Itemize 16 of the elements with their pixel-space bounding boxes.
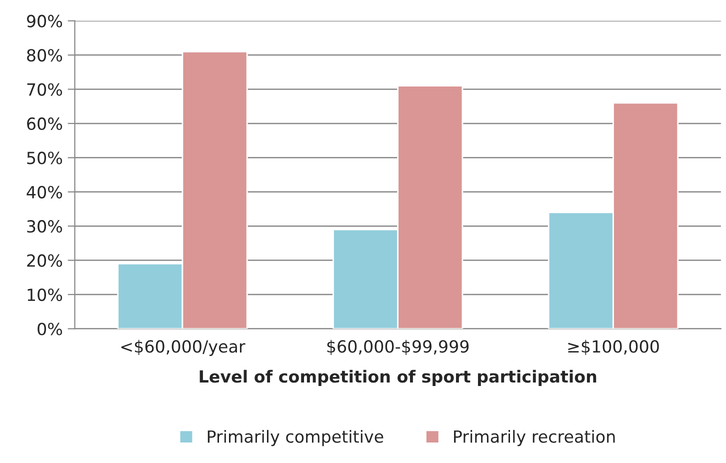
y-tick-label: 70%: [27, 83, 62, 96]
x-tick-label: $60,000-$99,999: [327, 340, 469, 355]
y-tick-label: 60%: [27, 117, 62, 130]
legend-label: Primarily recreation: [454, 430, 615, 446]
y-tick-label: 10%: [28, 288, 62, 302]
y-tick-label: 40%: [26, 186, 62, 198]
x-tick-label: ≥$100,000: [568, 340, 659, 355]
y-tick-label: 90%: [26, 14, 62, 28]
y-tick-label: 30%: [27, 220, 62, 233]
legend-label: Primarily competitive: [208, 430, 384, 446]
y-tick-label: 20%: [27, 254, 62, 267]
x-axis-title: Level of competition of sport participation: [200, 370, 596, 386]
x-tick-label: <$60,000/year: [121, 340, 246, 356]
y-tick-label: 50%: [27, 152, 62, 164]
y-tick-label: 80%: [27, 49, 62, 62]
y-tick-label: 0%: [38, 322, 62, 336]
